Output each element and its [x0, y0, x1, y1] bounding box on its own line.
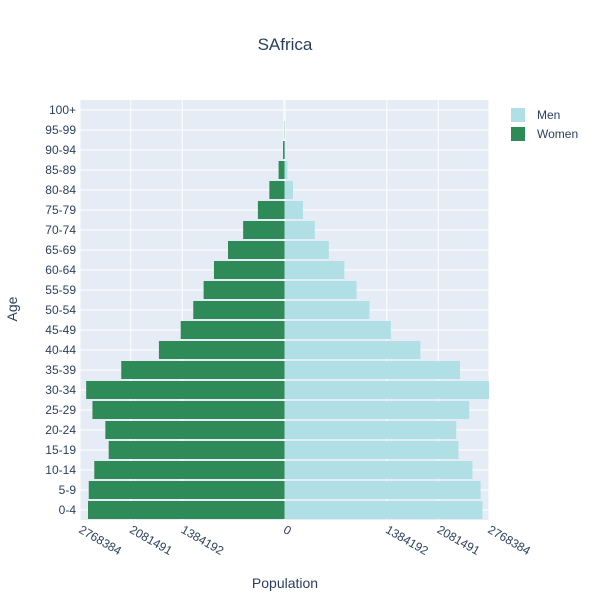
chart-title: SAfrica	[258, 35, 313, 54]
y-tick-label: 20-24	[45, 423, 76, 437]
x-tick-label: 2768384	[77, 522, 125, 558]
y-tick-label: 60-64	[45, 263, 76, 277]
bar-men-30-34	[284, 381, 489, 399]
x-tick-label: 1384192	[179, 522, 227, 558]
bar-men-55-59	[284, 281, 357, 299]
bar-men-40-44	[284, 341, 421, 359]
y-tick-label: 95-99	[45, 123, 76, 137]
y-tick-label: 10-14	[45, 463, 76, 477]
legend-label-women: Women	[537, 127, 578, 141]
bar-women-90-94	[283, 141, 285, 159]
y-tick-label: 15-19	[45, 443, 76, 457]
bar-men-70-74	[284, 221, 315, 239]
x-tick-label: 2081491	[127, 522, 175, 558]
y-tick-labels: 0-4 5-9 10-14 15-19 20-24 25-29 30-34 35-39 40-4…	[45, 103, 76, 517]
bar-men-5-9	[284, 481, 481, 499]
y-tick-label: 85-89	[45, 163, 76, 177]
legend: Men Women	[511, 108, 578, 141]
y-tick-label: 40-44	[45, 343, 76, 357]
bar-women-85-89	[278, 161, 285, 179]
y-tick-label: 35-39	[45, 363, 76, 377]
bar-men-45-49	[284, 321, 391, 339]
bar-women-80-84	[269, 181, 285, 199]
bar-men-0-4	[284, 501, 483, 519]
bar-women-20-24	[105, 421, 285, 439]
bar-men-15-19	[284, 441, 459, 459]
bar-women-45-49	[180, 321, 285, 339]
y-tick-label: 55-59	[45, 283, 76, 297]
y-tick-label: 30-34	[45, 383, 76, 397]
bar-women-15-19	[108, 441, 285, 459]
y-tick-label: 25-29	[45, 403, 76, 417]
bar-men-80-84	[284, 181, 293, 199]
y-tick-label: 80-84	[45, 183, 76, 197]
x-tick-label: 2768384	[486, 522, 534, 558]
bar-women-75-79	[257, 201, 285, 219]
y-tick-label: 100+	[49, 103, 76, 117]
bar-women-30-34	[86, 381, 285, 399]
bar-women-50-54	[193, 301, 285, 319]
y-tick-label: 0-4	[59, 503, 77, 517]
bars-group	[86, 101, 489, 519]
y-tick-label: 5-9	[59, 483, 77, 497]
bar-women-10-14	[94, 461, 285, 479]
bar-men-25-29	[284, 401, 470, 419]
y-tick-label: 65-69	[45, 243, 76, 257]
x-tick-labels: 2768384 2081491 1384192 0 1384192 2081491 2768…	[77, 522, 534, 558]
legend-swatch-men	[511, 108, 525, 122]
bar-women-65-69	[227, 241, 285, 259]
bar-men-10-14	[284, 461, 473, 479]
y-tick-label: 90-94	[45, 143, 76, 157]
bar-women-55-59	[203, 281, 285, 299]
y-tick-label: 50-54	[45, 303, 76, 317]
y-tick-label: 75-79	[45, 203, 76, 217]
bar-men-60-64	[284, 261, 345, 279]
bar-men-50-54	[284, 301, 370, 319]
bar-women-5-9	[88, 481, 285, 499]
bar-men-75-79	[284, 201, 303, 219]
bar-women-0-4	[88, 501, 285, 519]
y-tick-label: 70-74	[45, 223, 76, 237]
y-tick-label: 45-49	[45, 323, 76, 337]
bar-men-35-39	[284, 361, 460, 379]
bar-men-85-89	[284, 161, 288, 179]
x-tick-label: 1384192	[383, 522, 431, 558]
bar-men-65-69	[284, 241, 329, 259]
bar-women-40-44	[158, 341, 285, 359]
legend-label-men: Men	[537, 108, 560, 122]
bar-men-20-24	[284, 421, 457, 439]
y-axis-title: Age	[4, 296, 20, 321]
bar-women-25-29	[92, 401, 285, 419]
legend-swatch-women	[511, 127, 525, 141]
bar-men-90-94	[284, 141, 286, 159]
x-axis-title: Population	[252, 575, 318, 591]
bar-women-70-74	[243, 221, 285, 239]
x-tick-label: 2081491	[435, 522, 483, 558]
x-tick-label: 0	[281, 522, 294, 538]
bar-women-35-39	[121, 361, 285, 379]
bar-women-60-64	[213, 261, 285, 279]
